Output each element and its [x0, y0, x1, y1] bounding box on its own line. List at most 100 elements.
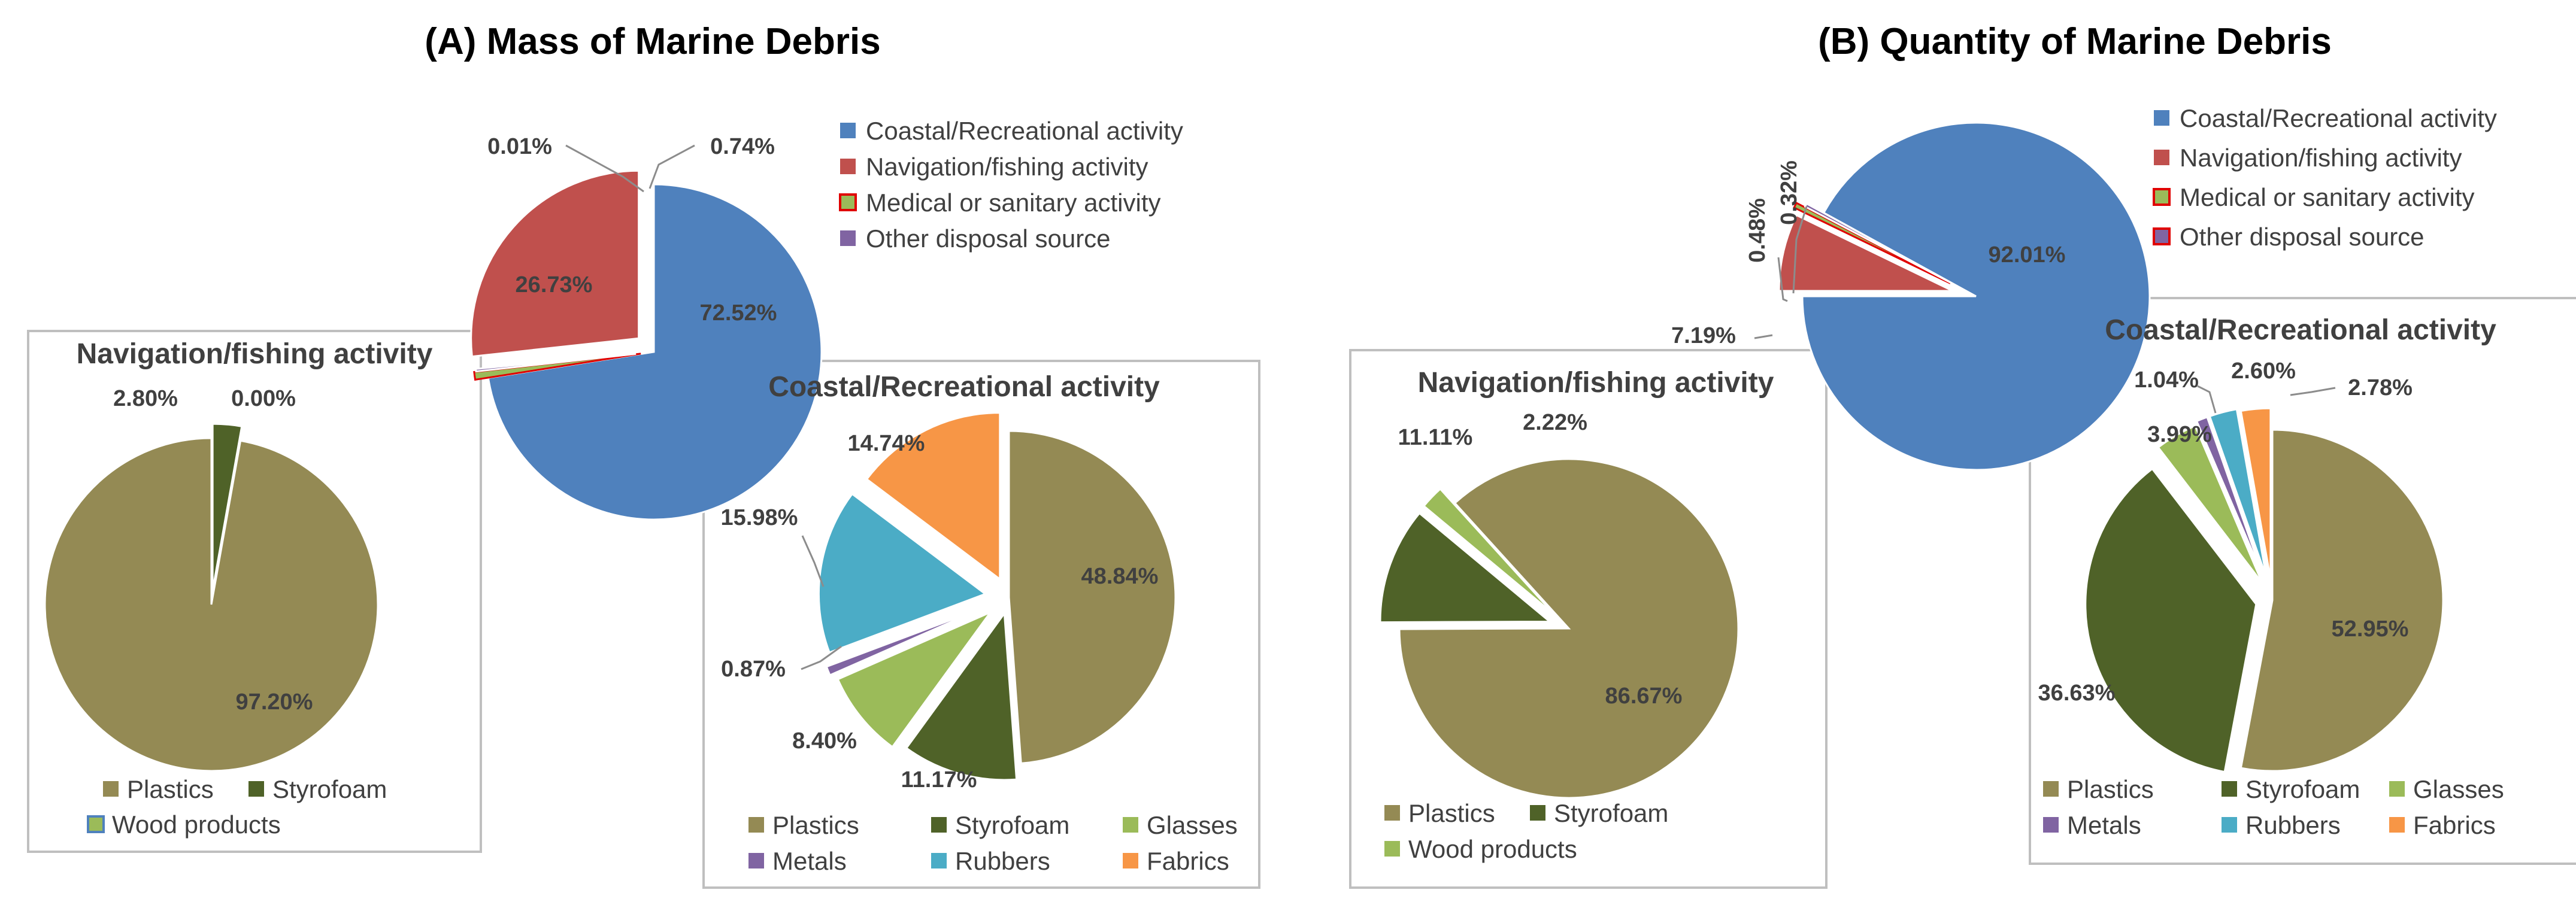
- main-a-leader-other: [565, 144, 644, 193]
- legend-b-nav-item-wood-products: Wood products: [1408, 835, 1577, 863]
- subchart-b-coastal-title: Coastal/Recreational activity: [2105, 314, 2496, 346]
- legend-b-coast-swatch-plastics: [2043, 781, 2059, 797]
- sub-b-coast-slice-4: [2208, 408, 2268, 578]
- sub-a-nav-label-plastics: 97.20%: [236, 690, 313, 715]
- sub-b-coast-label-styrofoam: 36.63%: [2038, 681, 2116, 706]
- legend-a-coast-swatch-styrofoam: [931, 817, 947, 833]
- main-a-leader-medical: [648, 144, 695, 189]
- legend-b-coast-swatch-metals: [2043, 817, 2059, 833]
- main-b-leader-medical: [1777, 257, 1788, 302]
- legend-a-coast-swatch-glasses: [1123, 817, 1138, 833]
- legend-b-swatch-other-disposal-source: [2153, 227, 2171, 245]
- sub-a-nav-label-wood: 0.00%: [231, 386, 296, 411]
- sub-a-nav-slice-2: [44, 437, 379, 772]
- sub-a-coast-slice-2: [837, 610, 993, 748]
- main-b-slice-0: [1801, 122, 2151, 471]
- legend-b-nav-item-plastics: Plastics: [1408, 799, 1495, 827]
- legend-a-coast-swatch-plastics: [748, 817, 764, 833]
- subchart-a-coastal-title: Coastal/Recreational activity: [768, 371, 1160, 403]
- sub-b-nav-slice-1: [1379, 512, 1553, 624]
- panel-b-title: (B) Quantity of Marine Debris: [1818, 21, 2332, 62]
- sub-a-coast-label-metals: 0.87%: [721, 657, 786, 682]
- legend-a-item-coastal-recreational-activity: Coastal/Recreational activity: [866, 117, 1183, 145]
- legend-b-item-other-disposal-source: Other disposal source: [2180, 223, 2425, 251]
- legend-a-coast-item-glasses: Glasses: [1147, 811, 1238, 839]
- main-b-label-other: 0.32%: [1777, 160, 1802, 225]
- legend-b-coast-item-plastics: Plastics: [2067, 775, 2154, 803]
- sub-a-coast-label-glasses: 8.40%: [792, 728, 857, 754]
- sub-b-coast-label-glasses: 3.99%: [2147, 422, 2212, 447]
- legend-a-swatch-navigation-fishing-activity: [840, 159, 856, 174]
- sub-b-nav-slice-0: [1398, 458, 1739, 799]
- sub-b-coast-slice-3: [2195, 415, 2265, 579]
- legend-b-nav-swatch-wood-products: [1384, 841, 1400, 857]
- sub-b-coast-slice-2: [2157, 424, 2263, 584]
- legend-a-coast-item-metals: Metals: [772, 847, 847, 875]
- main-b-label-coastal: 92.01%: [1989, 242, 2066, 268]
- sub-a-coast-label-plastics: 48.84%: [1081, 564, 1159, 589]
- main-b-leader-navigation: [1754, 334, 1773, 339]
- sub-a-nav-slice-0: [211, 423, 243, 591]
- sub-b-coast-leader-fabrics: [2290, 387, 2336, 396]
- legend-b-coast-item-fabrics: Fabrics: [2413, 811, 2496, 839]
- legend-b-coast-swatch-rubbers: [2222, 817, 2237, 833]
- sub-b-coast-label-metals: 1.04%: [2134, 368, 2199, 393]
- legend-a-coast-swatch-fabrics: [1123, 853, 1138, 868]
- sub-a-coast-leader-rubbers: [801, 535, 825, 587]
- legend-a-nav-item-wood-products: Wood products: [112, 810, 281, 839]
- main-a-slice-2: [474, 353, 637, 373]
- sub-b-coast-slice-1: [2084, 467, 2257, 773]
- sub-b-coast-label-plastics: 52.95%: [2332, 617, 2409, 642]
- sub-a-nav-label-styrofoam: 2.80%: [113, 386, 178, 411]
- legend-a-swatch-medical-or-sanitary-activity: [839, 193, 857, 211]
- sub-b-nav-label-plastics: 86.67%: [1605, 684, 1683, 709]
- sub-b-nav-label-styrofoam: 11.11%: [1398, 425, 1473, 450]
- main-a-label-medical: 0.74%: [710, 134, 775, 159]
- sub-b-nav-label-wood: 2.22%: [1523, 410, 1587, 435]
- legend-b-nav-item-styrofoam: Styrofoam: [1554, 799, 1668, 827]
- legend-a-nav-item-plastics: Plastics: [127, 775, 214, 803]
- subchart-a-navigation-title: Navigation/fishing activity: [77, 338, 433, 370]
- main-a-slice-0: [487, 183, 823, 521]
- legend-a-coast-item-plastics: Plastics: [772, 811, 859, 839]
- legend-a-coast-item-styrofoam: Styrofoam: [955, 811, 1069, 839]
- sub-b-coast-slice-5: [2239, 407, 2272, 579]
- sub-a-coast-slice-5: [865, 412, 1001, 581]
- legend-a-nav-swatch-wood-products: [87, 815, 105, 833]
- sub-b-nav-slice-2: [1422, 487, 1555, 615]
- legend-b-item-coastal-recreational-activity: Coastal/Recreational activity: [2180, 104, 2497, 132]
- main-b-leader-other: [1792, 206, 1808, 294]
- subchart-b-navigation-title: Navigation/fishing activity: [1418, 367, 1774, 399]
- sub-a-coast-label-fabrics: 14.74%: [848, 431, 925, 456]
- main-b-label-medical: 0.48%: [1745, 198, 1770, 263]
- legend-a-coast-swatch-rubbers: [931, 853, 947, 868]
- main-a-label-other: 0.01%: [487, 134, 552, 159]
- legend-a-nav-item-styrofoam: Styrofoam: [272, 775, 387, 803]
- sub-a-coast-leader-metals: [801, 645, 842, 670]
- legend-b-swatch-medical-or-sanitary-activity: [2153, 188, 2171, 206]
- legend-a-coast-item-rubbers: Rubbers: [955, 847, 1050, 875]
- main-a-slice-1: [473, 353, 641, 381]
- panel-a-title: (A) Mass of Marine Debris: [425, 21, 880, 62]
- legend-a-nav-swatch-styrofoam: [248, 781, 264, 797]
- legend-b-coast-swatch-styrofoam: [2222, 781, 2237, 797]
- legend-b-coast-item-metals: Metals: [2067, 811, 2141, 839]
- sub-a-coast-slice-4: [817, 493, 987, 654]
- sub-a-coast-label-rubbers: 15.98%: [721, 505, 798, 530]
- legend-b-coast-swatch-fabrics: [2389, 817, 2405, 833]
- legend-b-swatch-coastal-recreational-activity: [2154, 110, 2169, 126]
- legend-b-coast-item-glasses: Glasses: [2413, 775, 2504, 803]
- sub-a-coast-slice-1: [905, 611, 1018, 781]
- main-b-slice-2: [1793, 201, 1951, 284]
- legend-b-swatch-navigation-fishing-activity: [2154, 150, 2169, 165]
- legend-a-coast-item-fabrics: Fabrics: [1147, 847, 1229, 875]
- sub-a-coast-label-styrofoam: 11.17%: [901, 767, 977, 792]
- main-a-label-coastal: 72.52%: [700, 300, 777, 326]
- legend-a-swatch-other-disposal-source: [840, 230, 856, 246]
- legend-b-coast-item-rubbers: Rubbers: [2245, 811, 2341, 839]
- sub-b-coast-slice-0: [2239, 429, 2444, 772]
- legend-b-item-navigation-fishing-activity: Navigation/fishing activity: [2180, 144, 2462, 172]
- sub-b-coast-label-fabrics: 2.78%: [2348, 375, 2413, 400]
- main-b-slice-3: [1804, 202, 1953, 285]
